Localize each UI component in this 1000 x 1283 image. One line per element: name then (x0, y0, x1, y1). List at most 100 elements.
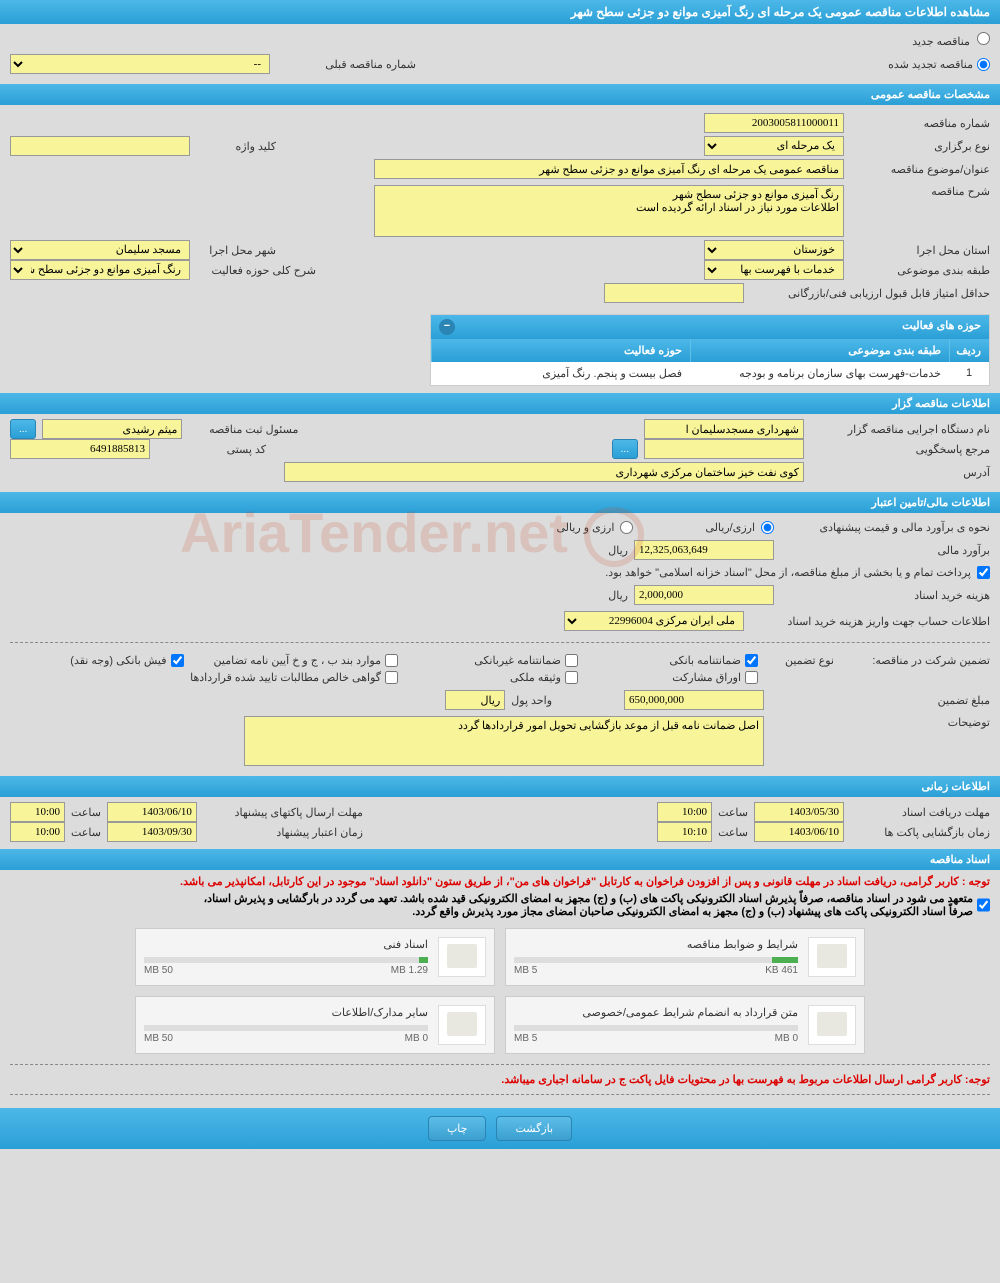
response-ref-lookup-button[interactable]: ... (612, 439, 638, 459)
subject-cat-label: طبقه بندی موضوعی (850, 264, 990, 277)
keyword-input[interactable] (10, 136, 190, 156)
remarks-textarea[interactable] (244, 716, 764, 766)
payment-note-checkbox[interactable] (977, 566, 990, 579)
divider (10, 642, 990, 643)
chk-bank-guarantee[interactable] (745, 654, 758, 667)
unit-input[interactable] (445, 690, 505, 710)
city-select[interactable]: مسجد سلیمان (10, 240, 190, 260)
chk-securities[interactable] (745, 671, 758, 684)
tender-number-input[interactable] (704, 113, 844, 133)
commitment-checkbox[interactable] (977, 892, 990, 918)
holding-type-select[interactable]: یک مرحله ای (704, 136, 844, 156)
province-select[interactable]: خوزستان (704, 240, 844, 260)
response-ref-label: مرجع پاسخگویی (810, 443, 990, 456)
chk-nonbank-guarantee-label: ضمانتنامه غیربانکی (474, 654, 561, 667)
file-title: اسناد فنی (144, 938, 428, 951)
reg-officer-label: مسئول ثبت مناقصه (188, 423, 298, 436)
file-used: 0 MB (405, 1033, 428, 1044)
receive-deadline-date[interactable] (754, 802, 844, 822)
min-score-input[interactable] (604, 283, 744, 303)
account-select[interactable]: ملی ایران مرکزی 22996004 (564, 611, 744, 631)
minimize-icon[interactable]: − (439, 319, 455, 335)
folder-icon (808, 937, 856, 977)
radio-both[interactable] (620, 521, 633, 534)
postal-code-label: کد پستی (156, 443, 266, 456)
doc-fee-label: هزینه خرید اسناد (780, 589, 990, 602)
receive-deadline-label: مهلت دریافت اسناد (850, 806, 990, 819)
notice-commitment-1: متعهد می شود در اسناد مناقصه، صرفاً پذیر… (204, 892, 973, 905)
postal-code-input[interactable] (10, 439, 150, 459)
back-button[interactable]: بازگشت (496, 1116, 572, 1141)
folder-icon (438, 937, 486, 977)
chk-bond[interactable] (385, 654, 398, 667)
subject-cat-select[interactable]: خدمات با فهرست بها (704, 260, 844, 280)
radio-new-tender[interactable] (977, 32, 990, 45)
estimate-label: برآورد مالی (780, 544, 990, 557)
file-title: شرایط و ضوابط مناقصه (514, 938, 798, 951)
opening-label: زمان بازگشایی پاکت ها (850, 826, 990, 839)
chk-certified[interactable] (385, 671, 398, 684)
estimate-input[interactable] (634, 540, 774, 560)
send-deadline-time[interactable] (10, 802, 65, 822)
payment-note: پرداخت تمام و یا بخشی از مبلغ مناقصه، از… (605, 566, 971, 579)
validity-time[interactable] (10, 822, 65, 842)
subject-label: عنوان/موضوع مناقصه (850, 163, 990, 176)
file-card[interactable]: سایر مدارک/اطلاعات0 MB50 MB (135, 996, 495, 1054)
chk-bank-receipt[interactable] (171, 654, 184, 667)
chk-property-label: وثیقه ملکی (510, 671, 561, 684)
chk-nonbank-guarantee[interactable] (565, 654, 578, 667)
receive-deadline-time[interactable] (657, 802, 712, 822)
time-label-2: ساعت (71, 806, 101, 819)
button-bar: بازگشت چاپ (0, 1108, 1000, 1149)
section-general-header: مشخصات مناقصه عمومی (0, 84, 1000, 105)
response-ref-input[interactable] (644, 439, 804, 459)
cell-row-num: 1 (949, 362, 989, 385)
cell-activity: فصل بیست و پنجم. رنگ آمیزی (431, 362, 690, 385)
activity-desc-select[interactable]: رنگ آمیزی موانع دو جزئی سطح شهر (10, 260, 190, 280)
prev-tender-number-select[interactable]: -- (10, 54, 270, 74)
opening-time[interactable] (657, 822, 712, 842)
account-label: اطلاعات حساب جهت واریز هزینه خرید اسناد (750, 615, 990, 628)
file-card[interactable]: متن قرارداد به انضمام شرایط عمومی/خصوصی0… (505, 996, 865, 1054)
col-category: طبقه بندی موضوعی (690, 339, 949, 362)
file-progress-bar (144, 957, 428, 963)
radio-rial[interactable] (761, 521, 774, 534)
org-input[interactable] (644, 419, 804, 439)
divider-2 (10, 1064, 990, 1065)
opening-date[interactable] (754, 822, 844, 842)
chk-bank-receipt-label: فیش بانکی (وجه نقد) (70, 654, 166, 667)
guarantee-amount-label: مبلغ تضمین (770, 694, 990, 707)
doc-fee-input[interactable] (634, 585, 774, 605)
validity-date[interactable] (107, 822, 197, 842)
reg-officer-input[interactable] (42, 419, 182, 439)
officer-lookup-button[interactable]: ... (10, 419, 36, 439)
holding-type-label: نوع برگزاری (850, 140, 990, 153)
validity-label: زمان اعتبار پیشنهاد (203, 826, 363, 839)
address-input[interactable] (284, 462, 804, 482)
guarantee-amount-input[interactable] (624, 690, 764, 710)
send-deadline-date[interactable] (107, 802, 197, 822)
file-used: 461 KB (765, 965, 798, 976)
file-title: متن قرارداد به انضمام شرایط عمومی/خصوصی (514, 1006, 798, 1019)
notice-download: توجه : کاربر گرامی، دریافت اسناد در مهلت… (10, 875, 990, 888)
chk-property[interactable] (565, 671, 578, 684)
file-total: 5 MB (514, 965, 537, 976)
city-label: شهر محل اجرا (196, 244, 276, 257)
chk-securities-label: اوراق مشارکت (672, 671, 741, 684)
file-cards-container: شرایط و ضوابط مناقصه 461 KB 5 MB اسناد فنی1… (10, 928, 990, 1054)
subject-input[interactable] (374, 159, 844, 179)
desc-label: شرح مناقصه (850, 185, 990, 198)
file-title: سایر مدارک/اطلاعات (144, 1006, 428, 1019)
file-card[interactable]: اسناد فنی1.29 MB50 MB (135, 928, 495, 986)
radio-renewed-tender[interactable] (977, 58, 990, 71)
time-label-1: ساعت (718, 806, 748, 819)
org-label: نام دستگاه اجرایی مناقصه گزار (810, 423, 990, 436)
participation-label: تضمین شرکت در مناقصه: (840, 654, 990, 667)
file-progress-bar (514, 1025, 798, 1031)
print-button[interactable]: چاپ (428, 1116, 487, 1141)
currency-rial-2: ریال (608, 589, 628, 602)
time-label-4: ساعت (71, 826, 101, 839)
desc-textarea[interactable] (374, 185, 844, 237)
file-card[interactable]: شرایط و ضوابط مناقصه 461 KB 5 MB (505, 928, 865, 986)
chk-bank-guarantee-label: ضمانتنامه بانکی (669, 654, 741, 667)
